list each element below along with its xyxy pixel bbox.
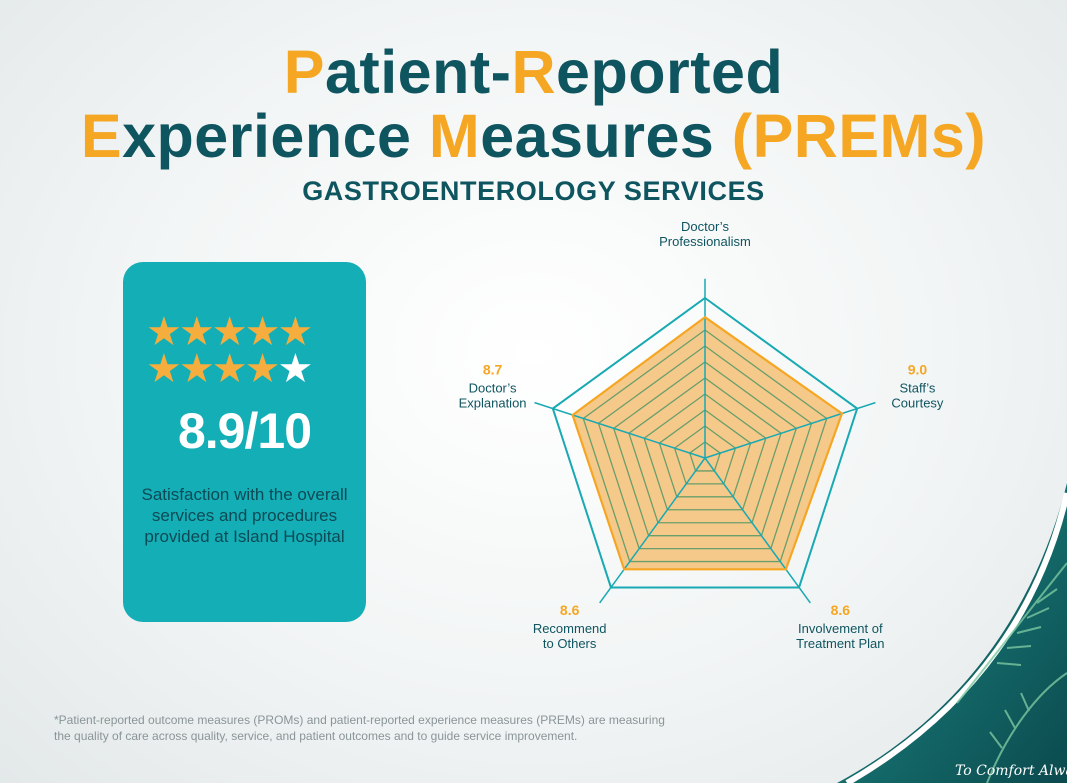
radar-value-label: 8.6: [831, 602, 851, 618]
radar-axis-spoke: [704, 457, 811, 604]
star-rating: ★★★★★ ★★★★★: [146, 312, 346, 391]
radar-axis-spoke: [534, 401, 706, 459]
footnote-line: *Patient-reported outcome measures (PROM…: [54, 713, 665, 727]
tagline: To Comfort Always: [955, 763, 1067, 779]
title-line-2: Experience Measures (PREMs): [0, 104, 1067, 168]
radar-value-label: 8.6: [560, 602, 580, 618]
palm-leaf-decoration: To Comfort Always: [837, 483, 1067, 783]
title-acronym: (PREMs): [731, 102, 987, 170]
star-filled-icon: ★: [211, 310, 248, 354]
radar-grid-ring: [597, 345, 813, 550]
radar-chart: 8.8Doctor’sProfessionalism9.0Staff’sCour…: [459, 220, 944, 651]
title-accent-letter: P: [283, 38, 325, 106]
radar-grid-ring: [658, 409, 752, 498]
footnote-line: the quality of care across quality, serv…: [54, 729, 578, 743]
overall-description: Satisfaction with the overall services a…: [141, 485, 348, 546]
radar-category-label: Treatment Plan: [796, 636, 884, 651]
radar-grid-ring: [582, 329, 828, 563]
radar-category-label: Courtesy: [891, 396, 944, 411]
corner-wave: [837, 483, 1067, 783]
radar-category-label: Professionalism: [659, 234, 751, 249]
overall-rating-card: ★★★★★ ★★★★★ 8.9/10 Satisfaction with the …: [123, 262, 366, 622]
radar-axis-spoke: [599, 457, 706, 604]
radar-category-label: Recommend: [533, 621, 607, 636]
radar-category-label: Explanation: [459, 396, 527, 411]
title-accent-letter: E: [80, 102, 123, 170]
radar-value-label: 8.7: [483, 362, 503, 378]
leaf-icon: [956, 562, 1067, 783]
radar-data-outline: [571, 315, 844, 571]
title-accent-letter: M: [428, 102, 481, 170]
title-text: atient-: [324, 38, 512, 106]
title-text: eported: [556, 38, 784, 106]
star-filled-icon: ★: [244, 310, 281, 354]
star-empty-icon: ★: [277, 347, 313, 391]
radar-category-label: to Others: [543, 636, 597, 651]
radar-grid-ring: [689, 441, 721, 472]
star-filled-icon: ★: [244, 347, 281, 391]
radar-category-label: Doctor’s: [469, 381, 517, 396]
star-filled-icon: ★: [178, 347, 215, 391]
title-text: easures: [480, 102, 732, 170]
title-accent-letter: R: [511, 38, 557, 106]
page-title: Patient-Reported Experience Measures (PR…: [0, 40, 1067, 168]
star-filled-icon: ★: [146, 347, 182, 391]
radar-grid-ring: [673, 425, 737, 485]
star-filled-icon: ★: [211, 347, 248, 391]
radar-value-label: 9.0: [908, 362, 928, 378]
radar-outer-frame: [551, 296, 859, 589]
radar-category-label: Doctor’s: [681, 220, 729, 234]
radar-grid-ring: [628, 377, 782, 524]
page-subtitle: GASTROENTEROLOGY SERVICES: [302, 176, 765, 206]
star-filled-icon: ★: [277, 310, 313, 354]
radar-grid-ring: [612, 361, 798, 537]
corner-white-arc: [845, 492, 1067, 783]
star-filled-icon: ★: [146, 310, 182, 354]
overall-score: 8.9/10: [177, 403, 312, 459]
title-line-1: Patient-Reported: [0, 40, 1067, 104]
radar-grid-ring: [643, 393, 767, 511]
radar-category-label: Involvement of: [798, 621, 883, 636]
title-text: xperience: [122, 102, 429, 170]
star-filled-icon: ★: [178, 310, 215, 354]
footnote: *Patient-reported outcome measures (PROM…: [54, 712, 774, 744]
radar-category-label: Staff’s: [899, 381, 935, 396]
radar-axis-spoke: [704, 401, 876, 459]
